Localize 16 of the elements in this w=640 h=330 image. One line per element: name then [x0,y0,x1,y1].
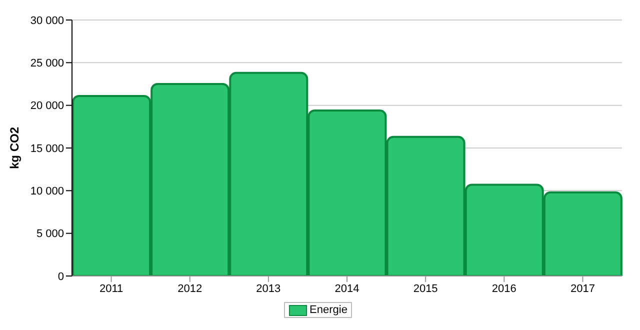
x-tick-label: 2011 [99,282,124,295]
y-tick-label: 30 000 [30,14,64,27]
x-tick-label: 2017 [570,282,595,295]
y-tick-label: 15 000 [30,142,64,155]
y-tick-label: 20 000 [30,100,64,112]
legend-label: Energie [310,304,348,316]
x-tick-label: 2012 [178,282,202,295]
y-axis-title: kg CO2 [7,126,22,170]
x-tick-label: 2015 [413,282,438,295]
y-tick-label: 10 000 [30,186,64,198]
y-tick-label: 0 [58,270,64,283]
x-tick-label: 2016 [492,282,516,295]
y-tick-label: 5 000 [36,228,64,240]
x-tick-label: 2014 [334,282,360,295]
y-tick-label: 25 000 [30,58,64,70]
x-tick-label: 2013 [256,282,281,295]
